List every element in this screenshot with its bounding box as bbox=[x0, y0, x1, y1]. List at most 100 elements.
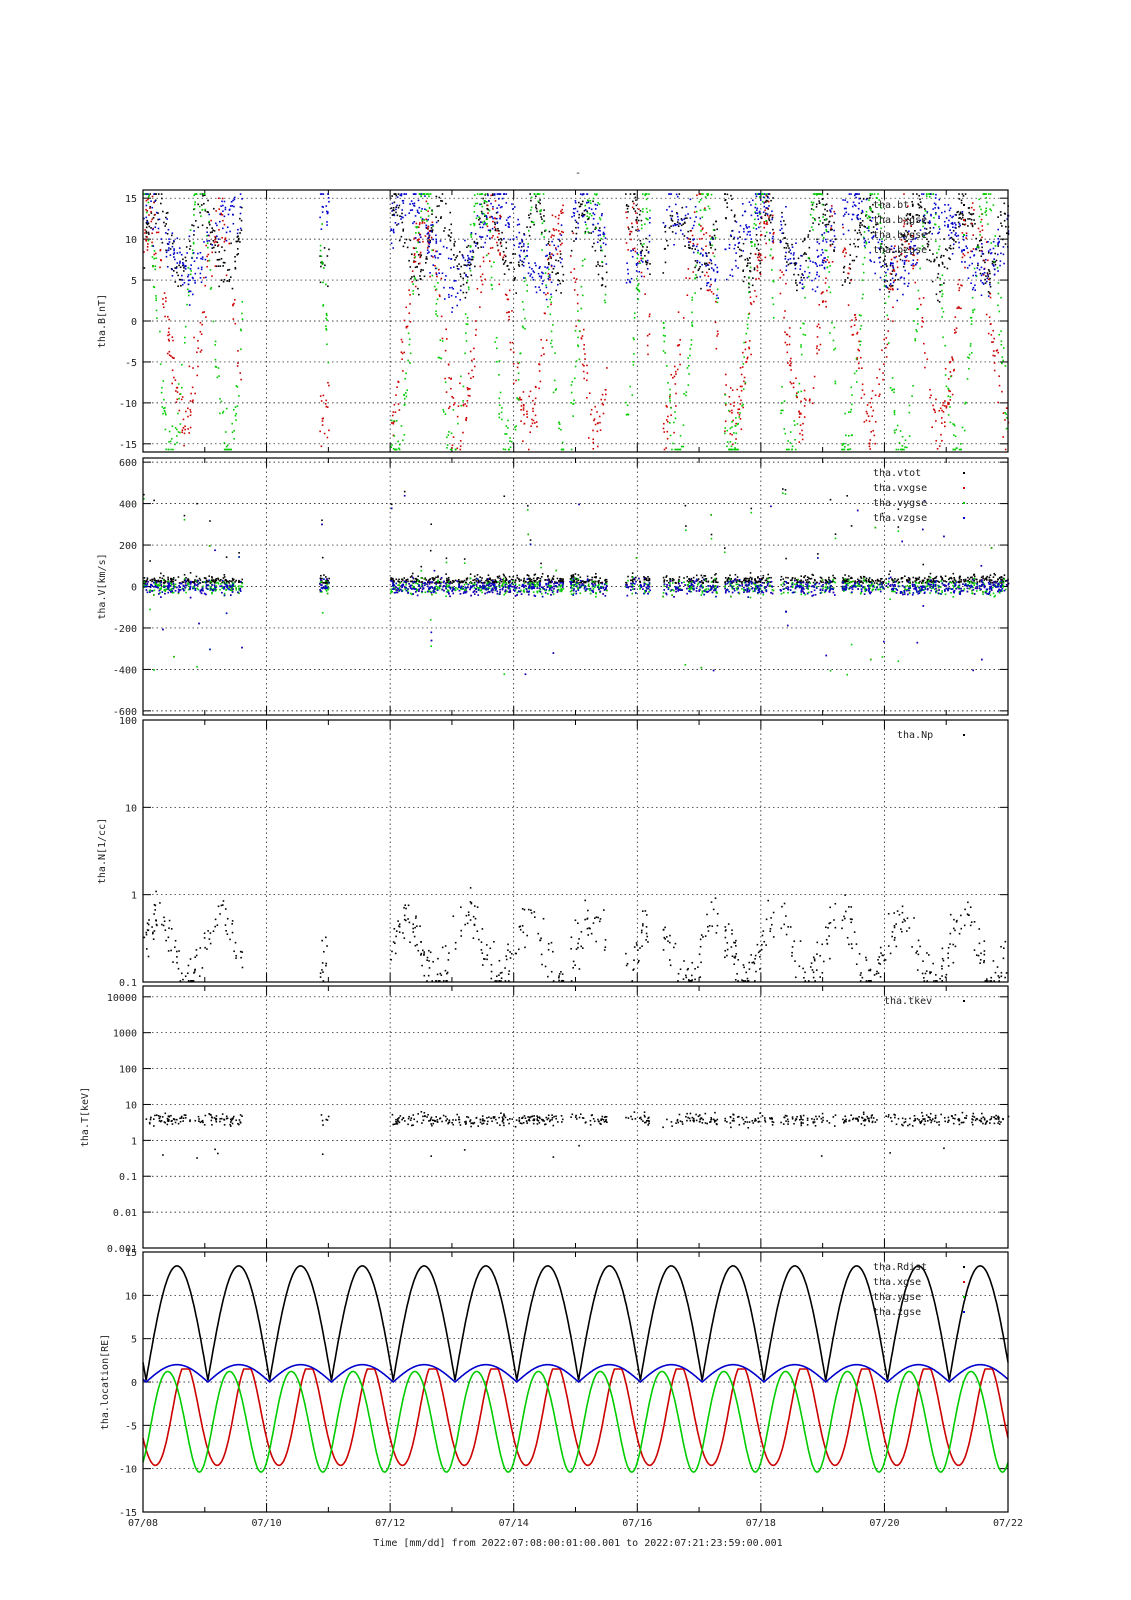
series-tha-bt bbox=[726, 193, 729, 196]
series-tha-bxgse bbox=[679, 353, 681, 356]
series-tha-bygse bbox=[978, 198, 981, 201]
series-tha-vtot bbox=[461, 581, 464, 584]
series-tha-vtot bbox=[918, 576, 921, 579]
series-tha-bzgse bbox=[421, 208, 423, 210]
series-tha-bxgse bbox=[627, 226, 629, 229]
series-tha-bxgse bbox=[673, 365, 676, 368]
series-tha-bt bbox=[683, 235, 686, 237]
series-tha-vtot bbox=[663, 579, 666, 581]
series-tha-bxgse bbox=[691, 234, 694, 237]
series-tha-bygse bbox=[662, 334, 665, 337]
series-tha-bzgse bbox=[158, 218, 161, 221]
series-tha-bxgse bbox=[934, 411, 936, 414]
series-tha-bxgse bbox=[532, 419, 535, 422]
series-tha-bt bbox=[869, 219, 872, 222]
series-tha-bxgse bbox=[964, 223, 967, 226]
series-tha-bygse bbox=[325, 312, 328, 315]
series-tha-bzgse bbox=[746, 227, 749, 229]
series-tha-bygse bbox=[947, 395, 950, 398]
series-tha-bzgse bbox=[710, 259, 712, 262]
series-tha-bygse bbox=[904, 439, 907, 442]
series-tha-bygse bbox=[853, 372, 856, 375]
series-tha-bygse bbox=[646, 211, 649, 213]
series-tha-bt bbox=[886, 286, 889, 289]
series-tha-bxgse bbox=[214, 265, 217, 267]
series-tha-bzgse bbox=[983, 268, 985, 270]
series-tha-bzgse bbox=[874, 234, 877, 237]
series-tha-bt bbox=[640, 242, 642, 245]
series-tha-bzgse bbox=[626, 262, 628, 265]
series-tha-bzgse bbox=[201, 256, 204, 258]
series-tha-bt bbox=[959, 217, 961, 219]
series-tha-bygse bbox=[901, 435, 904, 438]
series-tha-bygse bbox=[789, 442, 792, 444]
series-tha-bxgse bbox=[165, 297, 167, 299]
series-tha-bygse bbox=[176, 435, 178, 437]
series-tha-bxgse bbox=[903, 246, 906, 249]
series-tha-bygse bbox=[179, 431, 181, 434]
series-tha-bxgse bbox=[171, 356, 174, 359]
series-tha-bygse bbox=[964, 401, 967, 404]
series-tha-bxgse bbox=[675, 373, 677, 375]
series-tha-vtot bbox=[181, 581, 184, 583]
series-tha-bygse bbox=[841, 444, 844, 446]
series-tha-bxgse bbox=[758, 222, 761, 225]
series-tha-bt bbox=[730, 194, 732, 197]
series-tha-vtot bbox=[896, 579, 899, 582]
series-tha-bt bbox=[684, 245, 686, 247]
series-tha-bzgse bbox=[916, 252, 919, 255]
series-tha-bxgse bbox=[413, 253, 416, 255]
series-tha-bygse bbox=[177, 431, 180, 433]
series-tha-bt bbox=[994, 252, 997, 255]
series-tha-bxgse bbox=[824, 282, 827, 284]
series-tha-bygse bbox=[938, 248, 940, 251]
series-tha-bt bbox=[666, 239, 668, 242]
series-tha-vtot bbox=[959, 575, 961, 578]
series-tha-bt bbox=[747, 282, 750, 285]
series-tha-bzgse bbox=[852, 201, 855, 204]
series-tha-vtot bbox=[935, 575, 938, 578]
series-tha-bygse bbox=[923, 236, 926, 239]
series-tha-bt bbox=[427, 240, 429, 242]
series-tha-bxgse bbox=[326, 406, 329, 408]
series-tha-bt bbox=[530, 199, 532, 202]
series-tha-vtot bbox=[912, 581, 914, 583]
series-tha-bzgse bbox=[923, 214, 926, 217]
series-tha-bt bbox=[234, 266, 237, 269]
series-tha-bygse bbox=[504, 448, 507, 451]
series-tha-bxgse bbox=[530, 425, 532, 427]
series-tha-vtot bbox=[586, 580, 588, 583]
series-tha-bygse bbox=[549, 313, 552, 316]
series-tha-bzgse bbox=[450, 294, 453, 297]
series-tha-bxgse bbox=[236, 365, 239, 367]
series-tha-bygse bbox=[665, 365, 668, 367]
series-tha-bzgse bbox=[179, 251, 181, 254]
series-tha-vtot bbox=[497, 576, 499, 579]
series-tha-bt bbox=[148, 233, 150, 235]
series-tha-vtot bbox=[320, 581, 323, 584]
series-tha-bzgse bbox=[189, 290, 192, 293]
series-tha-bzgse bbox=[922, 193, 925, 195]
series-tha-vtot bbox=[686, 575, 688, 578]
legend-entry: tha.bxgse bbox=[873, 215, 927, 226]
series-tha-bt bbox=[940, 254, 943, 257]
series-tha-bygse bbox=[326, 314, 328, 317]
series-tha-vtot bbox=[926, 580, 929, 582]
series-tha-bygse bbox=[944, 374, 947, 376]
series-tha-bxgse bbox=[551, 253, 553, 255]
series-tha-bxgse bbox=[167, 331, 170, 333]
series-tha-bxgse bbox=[153, 253, 156, 256]
series-tha-bt bbox=[710, 246, 712, 249]
series-tha-bygse bbox=[772, 317, 775, 319]
series-tha-bxgse bbox=[319, 430, 321, 433]
series-tha-bt bbox=[402, 228, 405, 231]
series-tha-bygse bbox=[143, 193, 146, 195]
series-tha-bt bbox=[869, 197, 871, 199]
series-tha-bxgse bbox=[788, 327, 791, 329]
series-tha-bzgse bbox=[750, 238, 753, 240]
series-tha-bt bbox=[220, 279, 223, 281]
series-tha-bzgse bbox=[424, 208, 426, 210]
series-tha-bt bbox=[730, 235, 733, 238]
series-tha-bxgse bbox=[735, 438, 737, 440]
series-tha-bygse bbox=[574, 365, 577, 368]
